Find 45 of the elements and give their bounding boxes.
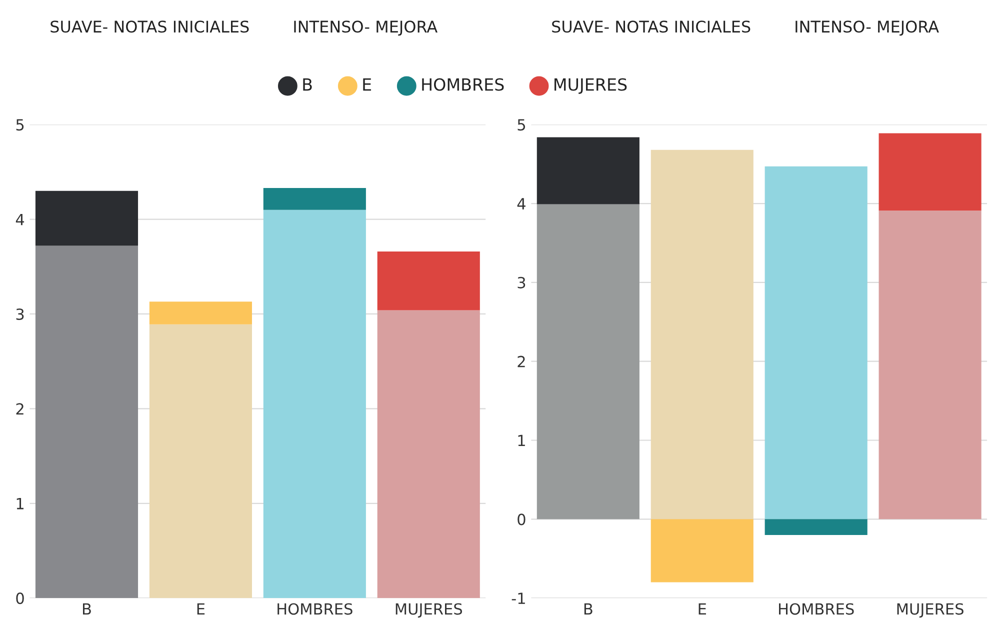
y-tick-label: 2 xyxy=(16,403,24,414)
y-tick-label: 3 xyxy=(16,308,24,320)
y-tick-label: 0 xyxy=(518,514,526,526)
bar xyxy=(377,310,480,598)
x-tick-label: MUJERES xyxy=(396,603,462,618)
bar xyxy=(650,519,754,582)
x-tick-label: B xyxy=(584,603,592,615)
text: B xyxy=(303,78,312,91)
x-tick-label: MUJERES xyxy=(897,603,964,618)
bar xyxy=(878,210,982,520)
text: INTENSO- MEJORA xyxy=(796,20,939,36)
y-tick-label: 0 xyxy=(16,592,24,604)
y-tick-label: 3 xyxy=(518,276,526,288)
bar xyxy=(536,204,640,520)
x-tick-label: E xyxy=(698,603,706,615)
bar xyxy=(536,137,640,204)
y-tick-label: 1 xyxy=(518,434,525,446)
text: INTENSO- MEJORA xyxy=(294,20,438,36)
text: MUJERES xyxy=(554,78,627,94)
bar xyxy=(149,324,252,598)
bar xyxy=(263,210,366,598)
x-tick-label: HOMBRES xyxy=(278,603,352,615)
bar xyxy=(878,133,982,211)
text: HOMBRES xyxy=(422,78,504,91)
bar xyxy=(149,302,252,324)
x-tick-label: E xyxy=(197,603,205,615)
bar xyxy=(650,150,754,520)
y-tick-label: 1 xyxy=(16,498,24,510)
y-tick-label: 2 xyxy=(518,356,525,368)
y-tick-label: -1 xyxy=(512,592,525,604)
bar xyxy=(35,190,138,246)
bar xyxy=(377,251,480,310)
bar xyxy=(35,246,138,598)
bar xyxy=(764,166,868,520)
bar xyxy=(263,188,366,210)
x-tick-label: HOMBRES xyxy=(779,603,854,615)
y-tick-label: 4 xyxy=(16,214,24,226)
y-tick-label: 5 xyxy=(16,119,24,131)
bar xyxy=(764,519,868,535)
text: SUAVE- NOTAS INICIALES xyxy=(50,20,249,33)
text: SUAVE- NOTAS INICIALES xyxy=(552,20,750,33)
y-tick-label: 5 xyxy=(518,119,525,131)
y-tick-label: 4 xyxy=(517,198,526,210)
x-tick-label: B xyxy=(83,603,91,615)
text: E xyxy=(363,78,372,91)
